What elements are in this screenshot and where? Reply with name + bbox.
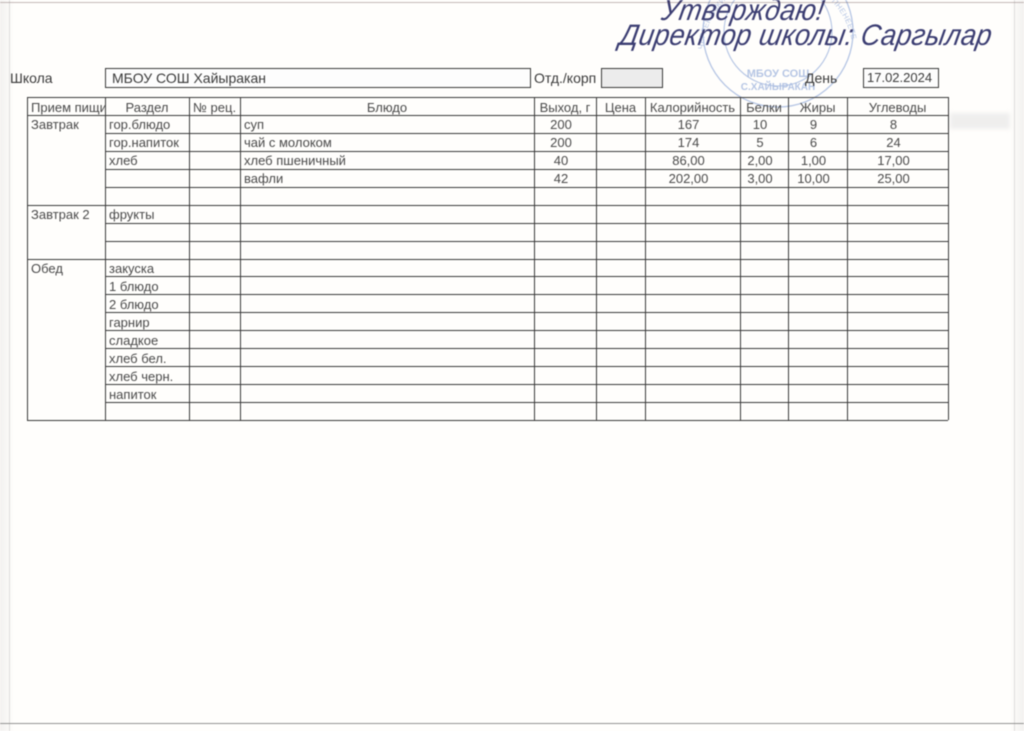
svg-text:МБОУ СОШ: МБОУ СОШ xyxy=(747,68,810,80)
